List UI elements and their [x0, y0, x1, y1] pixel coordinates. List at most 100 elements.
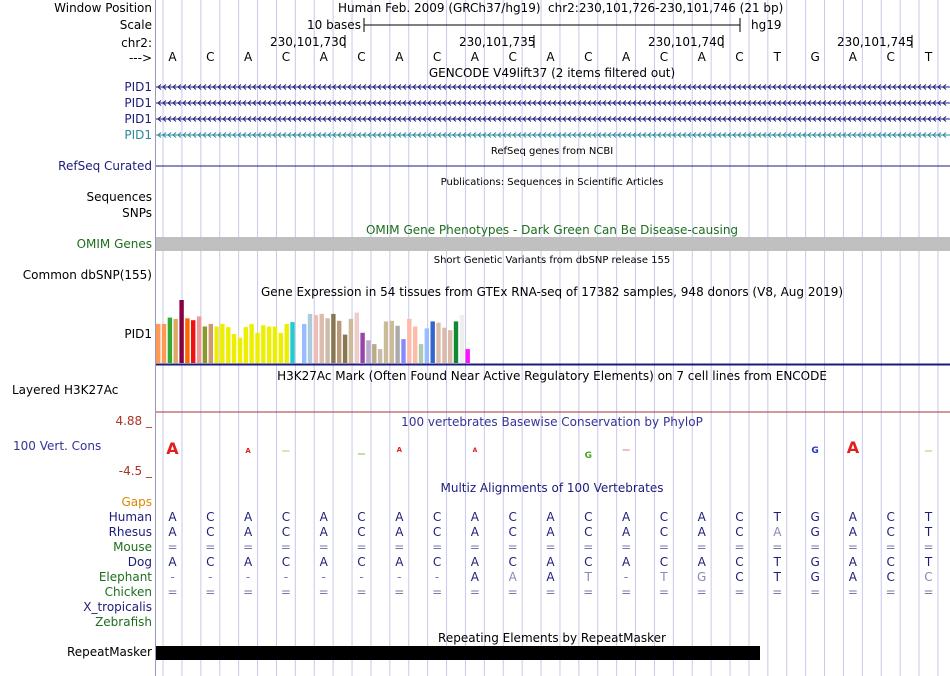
- alignment-base: =: [923, 585, 934, 599]
- gtex-tissue-bar[interactable]: [325, 318, 330, 363]
- gene-model-pid1[interactable]: [156, 116, 950, 122]
- gtex-tissue-bar[interactable]: [401, 339, 406, 363]
- alignment-base: C: [735, 555, 744, 569]
- gtex-tissue-bar[interactable]: [319, 313, 324, 363]
- dbsnp-label[interactable]: Common dbSNP(155): [22, 268, 152, 282]
- gtex-tissue-bar[interactable]: [342, 334, 348, 363]
- dbsnp-title[interactable]: Short Genetic Variants from dbSNP releas…: [433, 255, 671, 266]
- gencode-title[interactable]: GENCODE V49lift37 (2 items filtered out): [428, 66, 676, 80]
- gtex-tissue-bar[interactable]: [261, 325, 266, 363]
- species-label-mouse[interactable]: Mouse: [113, 540, 152, 554]
- gtex-tissue-bar[interactable]: [156, 323, 161, 363]
- gtex-tissue-bar[interactable]: [249, 323, 254, 363]
- ruler-tick-label: 230,101,730: [270, 35, 347, 49]
- species-label-zebrafish[interactable]: Zebrafish: [95, 615, 152, 629]
- species-label-x-tropicalis[interactable]: X_tropicalis: [83, 600, 152, 614]
- gtex-tissue-bar[interactable]: [202, 326, 208, 364]
- gtex-tissue-bar[interactable]: [179, 300, 184, 363]
- multiz-title[interactable]: Multiz Alignments of 100 Vertebrates: [440, 481, 664, 495]
- alignment-base: A: [546, 525, 555, 539]
- omim-title[interactable]: OMIM Gene Phenotypes - Dark Green Can Be…: [365, 223, 739, 237]
- gtex-tissue-bar[interactable]: [337, 320, 342, 363]
- gtex-tissue-bar[interactable]: [430, 321, 435, 363]
- gtex-tissue-bar[interactable]: [278, 332, 283, 363]
- gtex-tissue-bar[interactable]: [313, 315, 319, 363]
- gtex-tissue-bar[interactable]: [424, 328, 429, 364]
- gtex-tissue-bar[interactable]: [290, 322, 295, 364]
- gtex-tissue-bar[interactable]: [395, 325, 400, 363]
- repeatmasker-element[interactable]: [156, 646, 760, 660]
- species-label-chicken[interactable]: Chicken: [104, 585, 152, 599]
- gtex-tissue-bar[interactable]: [418, 344, 424, 363]
- gtex-tissue-bar[interactable]: [220, 323, 225, 363]
- gtex-tissue-bar[interactable]: [302, 323, 307, 363]
- alignment-base: =: [772, 540, 783, 554]
- phylop-title[interactable]: 100 vertebrates Basewise Conservation by…: [401, 415, 703, 429]
- gene-model-pid1[interactable]: [156, 100, 950, 106]
- gene-label-pid1[interactable]: PID1: [124, 128, 152, 142]
- gtex-tissue-bar[interactable]: [307, 313, 313, 363]
- gtex-tissue-bar[interactable]: [243, 327, 248, 363]
- gtex-tissue-bar[interactable]: [442, 327, 447, 363]
- gene-model-pid1[interactable]: [156, 84, 950, 90]
- gtex-tissue-bar[interactable]: [331, 313, 336, 363]
- gtex-tissue-bar[interactable]: [272, 326, 278, 364]
- gtex-tissue-bar[interactable]: [161, 323, 167, 363]
- gtex-tissue-bar[interactable]: [348, 318, 354, 363]
- gtex-tissue-bar[interactable]: [389, 320, 394, 363]
- gtex-tissue-bar[interactable]: [448, 330, 453, 363]
- gtex-tissue-bar[interactable]: [453, 321, 459, 363]
- repeatmasker-label[interactable]: RepeatMasker: [66, 645, 152, 659]
- gtex-tissue-bar[interactable]: [366, 340, 371, 363]
- gtex-tissue-bar[interactable]: [354, 312, 359, 363]
- gtex-tissue-bar[interactable]: [377, 349, 383, 363]
- gtex-tissue-bar[interactable]: [214, 326, 219, 364]
- species-label-elephant[interactable]: Elephant: [98, 570, 152, 584]
- alignment-base: G: [810, 555, 820, 569]
- gene-model-pid1[interactable]: [156, 132, 950, 138]
- window-position-label[interactable]: Window Position: [54, 1, 152, 15]
- gtex-tissue-bar[interactable]: [267, 326, 272, 364]
- publications-label-sequences[interactable]: Sequences: [86, 190, 152, 204]
- gtex-tissue-bar[interactable]: [284, 323, 289, 363]
- alignment-base: =: [847, 585, 858, 599]
- gtex-tissue-bar[interactable]: [436, 322, 441, 363]
- gtex-tissue-bar[interactable]: [407, 318, 412, 363]
- gtex-label[interactable]: PID1: [124, 327, 152, 341]
- gene-label-pid1[interactable]: PID1: [124, 112, 152, 126]
- refseq-label[interactable]: RefSeq Curated: [58, 159, 152, 173]
- species-label-rhesus[interactable]: Rhesus: [108, 525, 152, 539]
- species-label-dog[interactable]: Dog: [127, 555, 152, 569]
- h3k27ac-title[interactable]: H3K27Ac Mark (Often Found Near Active Re…: [277, 369, 827, 383]
- alignment-base: =: [810, 585, 821, 599]
- omim-label[interactable]: OMIM Genes: [76, 237, 152, 251]
- refseq-title[interactable]: RefSeq genes from NCBI: [490, 146, 614, 157]
- repeatmasker-title[interactable]: Repeating Elements by RepeatMasker: [438, 631, 666, 645]
- gtex-tissue-bar[interactable]: [237, 337, 243, 363]
- gtex-tissue-bar[interactable]: [231, 334, 237, 363]
- gtex-tissue-bar[interactable]: [173, 318, 178, 363]
- gtex-tissue-bar[interactable]: [413, 326, 418, 364]
- gtex-tissue-bar[interactable]: [465, 349, 470, 363]
- gtex-tissue-bar[interactable]: [226, 327, 231, 363]
- gtex-tissue-bar[interactable]: [167, 317, 173, 363]
- gtex-tissue-bar[interactable]: [191, 320, 196, 363]
- h3k27ac-label[interactable]: Layered H3K27Ac: [12, 383, 119, 397]
- gtex-tissue-bar[interactable]: [185, 318, 190, 363]
- gtex-tissue-bar[interactable]: [255, 332, 260, 363]
- gtex-tissue-bar[interactable]: [196, 316, 202, 363]
- gtex-tissue-bar[interactable]: [459, 315, 465, 363]
- gtex-tissue-bar[interactable]: [383, 321, 389, 363]
- gtex-tissue-bar[interactable]: [208, 323, 213, 363]
- publications-title[interactable]: Publications: Sequences in Scientific Ar…: [440, 177, 664, 188]
- species-label-human[interactable]: Human: [108, 510, 152, 524]
- strand-arrow: --->: [128, 51, 152, 65]
- publications-label-snps[interactable]: SNPs: [122, 206, 152, 220]
- gtex-tissue-bar[interactable]: [360, 332, 365, 363]
- gene-label-pid1[interactable]: PID1: [124, 80, 152, 94]
- gtex-tissue-bar[interactable]: [372, 344, 377, 363]
- gene-label-pid1[interactable]: PID1: [124, 96, 152, 110]
- phylop-label[interactable]: 100 Vert. Cons: [13, 439, 102, 453]
- alignment-base: C: [281, 525, 291, 539]
- gtex-title[interactable]: Gene Expression in 54 tissues from GTEx …: [260, 285, 844, 299]
